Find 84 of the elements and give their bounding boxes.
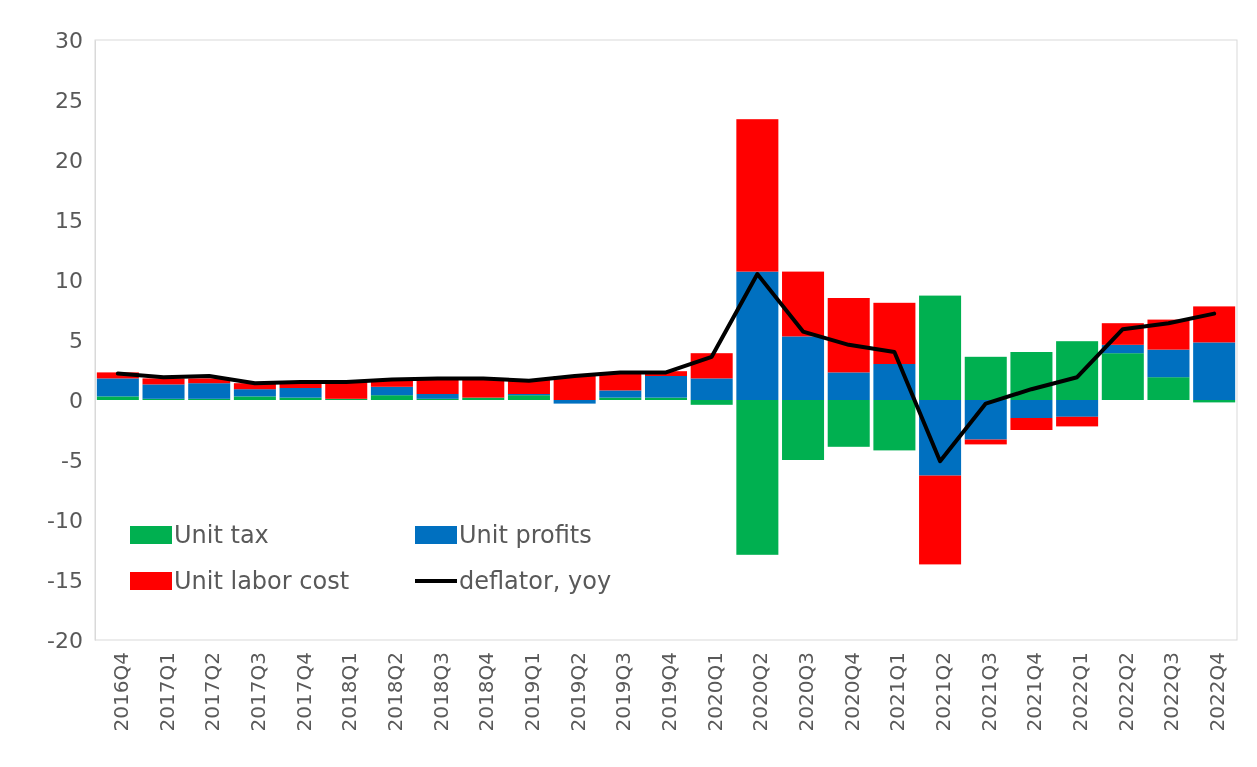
bar	[919, 295, 962, 400]
x-tick-label: 2018Q1	[337, 652, 362, 732]
x-tick-label: 2017Q4	[291, 652, 316, 732]
bar	[370, 395, 413, 400]
bar	[782, 271, 825, 337]
bar	[1056, 341, 1099, 400]
bar	[142, 384, 185, 399]
bar	[782, 400, 825, 460]
x-tick-label: 2021Q2	[931, 652, 956, 732]
bar	[964, 356, 1007, 400]
bar	[1193, 306, 1236, 343]
bar	[690, 400, 733, 405]
y-tick-label: 25	[55, 87, 83, 113]
bar	[599, 390, 642, 398]
bar	[553, 376, 596, 400]
bar	[233, 396, 276, 400]
bar	[233, 389, 276, 397]
line-series	[115, 272, 1217, 464]
y-tick-label: 15	[55, 207, 83, 233]
bar	[1010, 400, 1053, 418]
bar	[690, 378, 733, 400]
bar	[1010, 418, 1053, 430]
y-tick-label: 0	[69, 387, 83, 413]
bar	[370, 386, 413, 396]
legend-label: Unit tax	[174, 521, 269, 550]
y-tick-label: -15	[47, 567, 83, 593]
bar	[919, 475, 962, 565]
bar	[736, 400, 779, 555]
bar	[644, 376, 688, 398]
bar	[96, 378, 139, 397]
y-tick-label: 10	[55, 267, 83, 293]
bar	[1193, 342, 1236, 400]
bar	[553, 400, 596, 404]
x-tick-label: 2022Q2	[1113, 652, 1138, 732]
x-tick-label: 2019Q3	[611, 652, 636, 732]
legend-label: deflator, yoy	[459, 567, 612, 596]
bar	[736, 271, 779, 400]
legend-label: Unit labor cost	[174, 567, 350, 596]
bar	[827, 400, 870, 447]
bar	[873, 400, 916, 451]
bar	[599, 373, 642, 391]
y-tick-label: 30	[55, 27, 83, 53]
x-tick-label: 2016Q4	[108, 652, 133, 732]
x-tick-label: 2018Q3	[428, 652, 453, 732]
bar	[1010, 352, 1053, 400]
bar	[1147, 377, 1190, 400]
x-tick-label: 2018Q4	[474, 652, 499, 732]
bar	[782, 336, 825, 400]
bar	[507, 395, 550, 400]
x-tick-label: 2022Q3	[1159, 652, 1184, 732]
bar	[1147, 349, 1190, 378]
bar	[188, 383, 231, 399]
x-tick-label: 2017Q2	[200, 652, 225, 732]
bar	[1056, 400, 1099, 417]
y-tick-label: -5	[61, 447, 83, 473]
x-tick-label: 2021Q3	[976, 652, 1001, 732]
y-tick-label: 20	[55, 147, 83, 173]
x-tick-label: 2019Q1	[519, 652, 544, 732]
y-tick-label: 5	[69, 327, 83, 353]
bar	[416, 394, 459, 399]
bar	[873, 302, 916, 364]
x-tick-label: 2017Q1	[154, 652, 179, 732]
bar	[1101, 353, 1144, 400]
y-tick-label: -20	[47, 627, 83, 653]
x-tick-label: 2020Q4	[839, 652, 864, 732]
x-tick-label: 2020Q1	[702, 652, 727, 732]
x-tick-label: 2022Q4	[1205, 652, 1230, 732]
bar	[827, 372, 870, 400]
x-tick-label: 2022Q1	[1068, 652, 1093, 732]
x-tick-label: 2021Q1	[885, 652, 910, 732]
bar	[827, 298, 870, 373]
x-tick-label: 2020Q3	[794, 652, 819, 732]
bar	[96, 396, 139, 400]
bar	[1056, 416, 1099, 427]
x-tick-label: 2021Q4	[1022, 652, 1047, 732]
x-tick-label: 2019Q4	[657, 652, 681, 732]
x-tick-label: 2019Q2	[565, 652, 590, 732]
legend-label: Unit profits	[459, 521, 592, 550]
bar	[279, 388, 322, 398]
x-tick-label: 2017Q3	[245, 652, 270, 732]
x-tick-label: 2020Q2	[748, 652, 773, 732]
y-tick-label: -10	[47, 507, 83, 533]
x-tick-label: 2018Q2	[382, 652, 407, 732]
bar	[736, 119, 779, 272]
